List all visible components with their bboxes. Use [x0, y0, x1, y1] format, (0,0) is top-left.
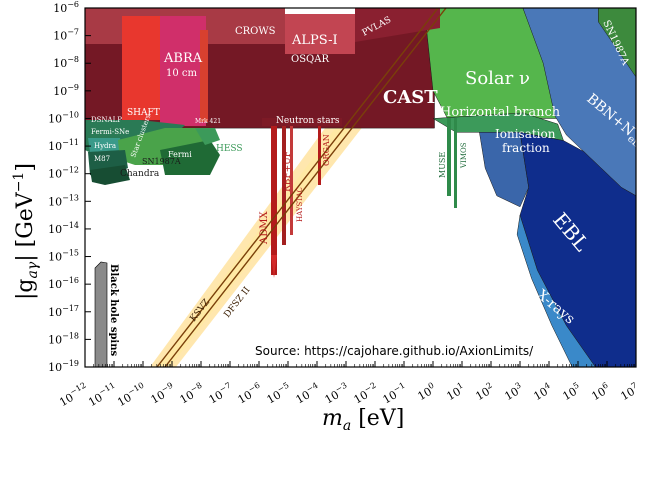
x-tick-label: 10−4: [293, 381, 323, 407]
label-hydra: Hydra: [94, 142, 116, 150]
label-crows: CROWS: [235, 26, 276, 37]
y-tick-label: 10−17: [48, 304, 79, 319]
label-haystac: HAYSTAC: [296, 187, 304, 222]
label-fermi: Fermi: [168, 150, 192, 159]
admx-tip: [271, 255, 277, 278]
pvlas-exclusion: [355, 8, 440, 42]
x-tick-label: 101: [443, 381, 467, 404]
y-tick-label: 10−13: [48, 193, 79, 208]
haloscope-group: [85, 8, 457, 367]
y-tick-label: 10−6: [53, 0, 79, 15]
y-tick-label: 10−10: [48, 110, 79, 125]
label-m87: M87: [94, 155, 110, 163]
label-admx: ADMX: [259, 211, 270, 245]
y-tick-label: 10−19: [48, 359, 79, 374]
x-tick-label: 104: [530, 381, 554, 404]
x-tick-label: 103: [501, 381, 525, 404]
region-x-rays: [516, 215, 596, 367]
y-tick-label: 10−7: [53, 28, 79, 43]
y-tick-label: 10−16: [48, 276, 79, 291]
label-shaft: SHAFT: [127, 108, 160, 118]
label-alps: ALPS-I: [291, 33, 338, 48]
alps-exclusion: [285, 14, 355, 54]
source-note: Source: https://cajohare.github.io/Axion…: [255, 344, 534, 358]
rbf-uf-exclusion: [282, 125, 286, 245]
hydra-region: [88, 138, 122, 152]
x-tick-label: 106: [588, 381, 612, 404]
ksvz-line: [156, 8, 439, 367]
y-axis-label: |gaγ| [GeV−1]: [11, 163, 41, 300]
label-vimos: VIMOS: [460, 142, 468, 169]
admx-exclusion: [271, 125, 277, 275]
mrk421-exclusion: [200, 30, 208, 122]
x-tick-label: 10−11: [85, 381, 119, 409]
label-muse: MUSE: [438, 152, 447, 178]
x-tick-label: 10−7: [206, 381, 236, 407]
haystac-exclusion: [290, 125, 293, 235]
x-tick-label: 105: [559, 381, 583, 404]
label-solar: Solar ν: [465, 68, 530, 89]
x-tick-label: 10−1: [380, 381, 410, 407]
label-black-hole-spins: Black hole spins: [108, 264, 119, 357]
x-tick-label: 10−2: [351, 381, 381, 407]
x-tick-label: 10−6: [235, 381, 265, 407]
label-fraction: fraction: [502, 141, 550, 155]
x-tick-label: 10−3: [322, 381, 352, 407]
abra-exclusion: [160, 16, 206, 126]
muse-exclusion: [447, 118, 451, 196]
x-tick-label: 10−10: [114, 381, 148, 409]
label-osqar: OSQAR: [291, 54, 329, 65]
label-sn1987a-low: SN1987A: [142, 157, 181, 166]
x-tick-label: 10−12: [56, 381, 90, 409]
x-tick-label: 10−8: [177, 381, 207, 407]
shaft-exclusion: [122, 16, 160, 120]
y-tick-label: 10−8: [53, 55, 79, 70]
fermi-region: [160, 140, 220, 175]
x-tick-label: 10−5: [264, 381, 294, 407]
label-hess: HESS: [216, 144, 243, 154]
label-cast: CAST: [383, 87, 438, 108]
y-tick-label: 10−9: [53, 83, 79, 98]
y-tick-label: 10−18: [48, 331, 79, 346]
x-axis-label: ma [eV]: [322, 406, 404, 434]
y-tick-label: 10−14: [48, 221, 79, 236]
axes-frame: [84, 7, 637, 368]
vimos-exclusion: [454, 118, 457, 208]
label-fermi-sne: Fermi-SNe: [91, 128, 129, 136]
x-tick-label: 102: [472, 381, 496, 404]
label-ionisation: Ionisation: [495, 127, 556, 141]
x-tick-label: 10−9: [148, 381, 178, 407]
label-abra-10cm: 10 cm: [166, 68, 198, 79]
label-chandra: Chandra: [120, 169, 160, 179]
neutron-star-exclusion: [262, 118, 342, 126]
x-tick-label: 100: [414, 381, 438, 404]
y-tick-label: 10−12: [48, 166, 79, 181]
label-organ: ORGAN: [322, 134, 331, 166]
label-rbf-uf: RBF+UF: [283, 151, 293, 192]
y-ticks: 10−6 10−7 10−8 10−9 10−10 10−11 10−12 10−13 10−1…: [48, 0, 91, 374]
label-mrk421: Mrk 421: [195, 118, 221, 125]
dfsz-line: [164, 8, 447, 367]
organ-exclusion: [318, 125, 321, 185]
label-dsnalp: DSNALP: [91, 116, 122, 124]
black-hole-spins-region: [94, 261, 108, 367]
y-tick-label: 10−15: [48, 249, 79, 264]
chandra-region: [90, 165, 130, 185]
label-horizontal-branch: Horizontal branch: [440, 105, 561, 120]
hess-region: [195, 128, 220, 145]
x-tick-label: 107: [617, 381, 641, 404]
label-neutron-stars: Neutron stars: [276, 116, 340, 126]
label-abra: ABRA: [163, 51, 203, 66]
plot-layer: [85, 8, 636, 367]
y-tick-label: 10−11: [48, 138, 79, 153]
region-ebl: [519, 131, 636, 367]
